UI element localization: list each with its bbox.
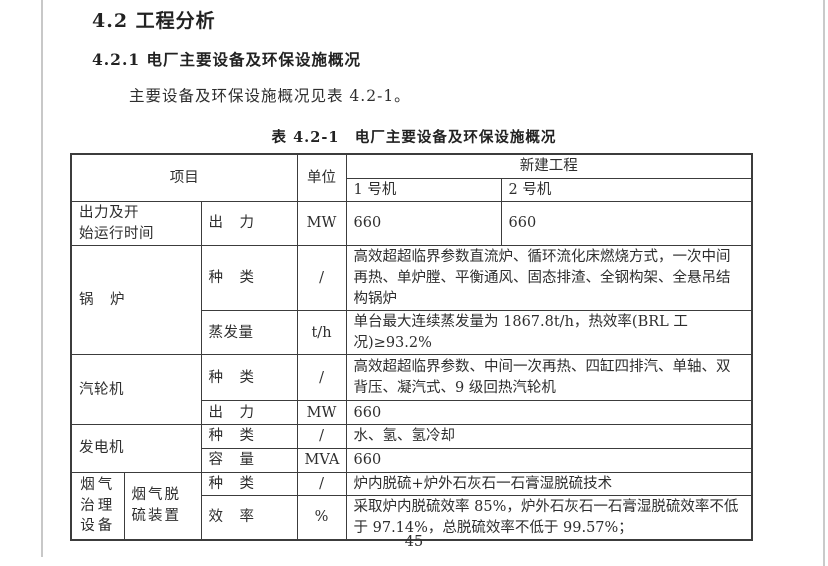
section-heading: 4.2 工程分析 (92, 10, 216, 32)
equipment-table: 项目 单位 新建工程 1 号机 2 号机 出力及开 始运行时间 出 力 MW 6… (70, 153, 754, 542)
cell-value-generator-capacity: 660 (345, 448, 753, 473)
cell-value-turbine-output: 660 (345, 400, 753, 426)
table-row-desulfur-efficiency: 效 率 % 采取炉内脱硫效率 85%，炉外石灰石一石膏湿脱硫效率不低于 97.1… (71, 495, 753, 541)
cell-unit-mw: MW (296, 201, 347, 247)
table-row-desulfur-type: 烟气治理设备 烟气脱硫装置 种 类 / 炉内脱硫+炉外石灰石一石膏湿脱硫技术 (70, 471, 753, 541)
cell-unit-slash-3: / (296, 424, 347, 450)
cell-param-desulfur-efficiency: 效 率 (200, 495, 298, 541)
cell-param-boiler-type: 种 类 (200, 245, 298, 312)
cell-group-flue-gas-treatment: 烟气治理设备 (70, 471, 125, 541)
cell-value-boiler-type: 高效超超临界参数直流炉、循环流化床燃烧方式，一次中间再热、单炉膛、平衡通风、固态… (345, 245, 753, 312)
table-row-output: 出力及开 始运行时间 出 力 MW 660 660 (70, 201, 753, 247)
cell-group-generator: 发电机 (70, 424, 202, 473)
cell-param-generator-capacity: 容 量 (200, 448, 298, 473)
subsection-heading: 4.2.1 电厂主要设备及环保设施概况 (92, 50, 362, 69)
header-machine-2: 2 号机 (500, 177, 753, 203)
cell-param-desulfur-type: 种 类 (200, 471, 298, 497)
cell-value-machine2: 660 (500, 201, 753, 247)
header-machine-1: 1 号机 (345, 177, 502, 203)
page-number: 45 (404, 534, 424, 550)
cell-unit-mva: MVA (296, 448, 347, 473)
scan-artifact-right (823, 0, 825, 566)
cell-value-desulfur-efficiency: 采取炉内脱硫效率 85%，炉外石灰石一石膏湿脱硫效率不低于 97.14%，总脱硫… (345, 495, 753, 541)
header-new-project: 新建工程 (345, 153, 753, 179)
cell-subgroup-desulfurization-device: 烟气脱硫装置 (123, 471, 202, 541)
cell-value-desulfur-type: 炉内脱硫+炉外石灰石一石膏湿脱硫技术 (345, 471, 753, 497)
table-row-boiler-type: 锅 炉 种 类 / 高效超超临界参数直流炉、循环流化床燃烧方式，一次中间再热、单… (70, 245, 753, 356)
table-row-turbine-type: 汽轮机 种 类 / 高效超超临界参数、中间一次再热、四缸四排汽、单轴、双背压、凝… (70, 354, 753, 426)
table-row-evaporation: 蒸发量 t/h 单台最大连续蒸发量为 1867.8t/h，热效率(BRL 工况)… (71, 310, 753, 356)
cell-param-turbine-type: 种 类 (200, 354, 298, 402)
table-header-row-2: 1 号机 2 号机 (71, 177, 753, 203)
cell-group-boiler: 锅 炉 (70, 245, 202, 356)
scan-artifact-left (41, 0, 43, 557)
cell-unit-slash-4: / (296, 471, 347, 497)
table-header-row-1: 项目 单位 新建工程 (70, 153, 753, 203)
cell-unit-slash-2: / (296, 354, 347, 402)
cell-unit-th: t/h (296, 310, 347, 356)
intro-paragraph: 主要设备及环保设施概况见表 4.2-1。 (129, 87, 411, 105)
cell-group-turbine: 汽轮机 (70, 354, 202, 426)
cell-param-evaporation: 蒸发量 (200, 310, 298, 356)
cell-value-generator-type: 水、氢、氢冷却 (345, 424, 753, 450)
cell-value-machine1: 660 (345, 201, 502, 247)
cell-param-output: 出 力 (200, 201, 298, 247)
cell-value-turbine-type: 高效超超临界参数、中间一次再热、四缸四排汽、单轴、双背压、凝汽式、9 级回热汽轮… (345, 354, 753, 402)
header-project: 项目 (70, 153, 298, 203)
header-unit: 单位 (296, 153, 347, 203)
table-row-generator-type: 发电机 种 类 / 水、氢、氢冷却 (70, 424, 753, 473)
cell-unit-slash-1: / (296, 245, 347, 312)
table-caption: 表 4.2-1 电厂主要设备及环保设施概况 (271, 129, 557, 146)
cell-unit-mw-2: MW (296, 400, 347, 426)
cell-param-generator-type: 种 类 (200, 424, 298, 450)
cell-unit-percent: % (296, 495, 347, 541)
table-row-turbine-output: 出 力 MW 660 (71, 400, 753, 426)
cell-value-evaporation: 单台最大连续蒸发量为 1867.8t/h，热效率(BRL 工况)≥93.2% (345, 310, 753, 356)
cell-group-output: 出力及开 始运行时间 (70, 201, 202, 247)
cell-param-turbine-output: 出 力 (200, 400, 298, 426)
